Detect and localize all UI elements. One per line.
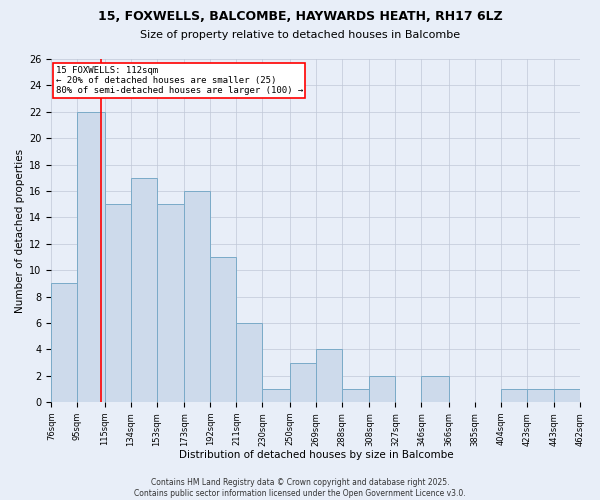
Bar <box>370 376 395 402</box>
Bar <box>105 204 131 402</box>
Bar <box>421 376 449 402</box>
Bar <box>342 389 370 402</box>
Bar <box>131 178 157 402</box>
Bar <box>290 362 316 402</box>
Bar <box>211 257 236 402</box>
Text: Contains HM Land Registry data © Crown copyright and database right 2025.
Contai: Contains HM Land Registry data © Crown c… <box>134 478 466 498</box>
X-axis label: Distribution of detached houses by size in Balcombe: Distribution of detached houses by size … <box>179 450 453 460</box>
Bar <box>316 350 342 402</box>
Bar <box>157 204 184 402</box>
Bar <box>236 323 262 402</box>
Y-axis label: Number of detached properties: Number of detached properties <box>15 148 25 312</box>
Bar <box>501 389 527 402</box>
Bar <box>77 112 105 402</box>
Bar <box>554 389 580 402</box>
Text: 15, FOXWELLS, BALCOMBE, HAYWARDS HEATH, RH17 6LZ: 15, FOXWELLS, BALCOMBE, HAYWARDS HEATH, … <box>98 10 502 23</box>
Text: Size of property relative to detached houses in Balcombe: Size of property relative to detached ho… <box>140 30 460 40</box>
Bar <box>262 389 290 402</box>
Bar <box>184 191 211 402</box>
Text: 15 FOXWELLS: 112sqm
← 20% of detached houses are smaller (25)
80% of semi-detach: 15 FOXWELLS: 112sqm ← 20% of detached ho… <box>56 66 303 96</box>
Bar <box>527 389 554 402</box>
Bar <box>52 284 77 402</box>
